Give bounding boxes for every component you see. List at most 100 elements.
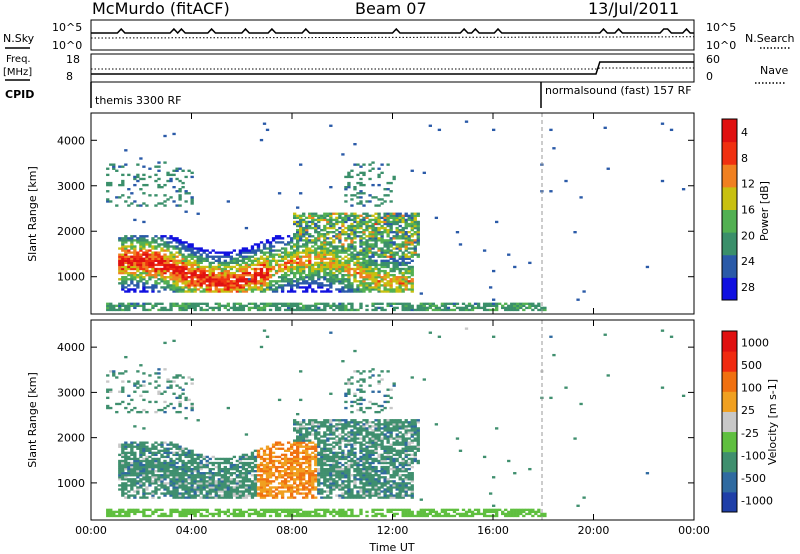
velocity-cell xyxy=(166,386,170,389)
power-cell xyxy=(380,259,384,263)
power-cell xyxy=(519,306,523,310)
velocity-cell xyxy=(208,490,212,493)
power-cell xyxy=(166,276,170,279)
power-cell xyxy=(308,284,312,287)
velocity-cell xyxy=(118,443,122,446)
velocity-cell xyxy=(280,486,285,489)
power-cell xyxy=(244,284,249,287)
power-cell xyxy=(422,306,426,310)
power-cell xyxy=(205,255,209,258)
power-cell xyxy=(299,237,303,240)
power-cell xyxy=(229,276,234,279)
power-cell xyxy=(127,196,131,199)
power-cell xyxy=(365,273,369,277)
power-cell xyxy=(311,226,315,230)
velocity-cell xyxy=(323,482,327,485)
power-cell xyxy=(681,188,686,191)
power-cell xyxy=(335,269,339,273)
power-cell xyxy=(386,243,390,246)
velocity-cell xyxy=(296,474,300,477)
power-cell xyxy=(317,245,321,248)
power-cell xyxy=(226,282,230,285)
power-cell xyxy=(335,255,339,258)
velocity-cell xyxy=(259,467,264,471)
power-cell xyxy=(380,233,384,236)
power-cell xyxy=(362,263,366,267)
velocity-cell xyxy=(311,425,315,428)
velocity-cell xyxy=(296,459,300,463)
velocity-cell xyxy=(175,410,179,414)
velocity-cell xyxy=(202,484,206,487)
velocity-cell xyxy=(353,484,357,487)
velocity-cell xyxy=(250,457,255,461)
power-cell xyxy=(145,241,149,244)
velocity-cell xyxy=(175,508,179,512)
velocity-cell xyxy=(223,482,227,485)
power-cell xyxy=(166,282,170,285)
power-cell xyxy=(365,247,369,250)
power-cell xyxy=(329,265,333,269)
velocity-cell xyxy=(338,478,342,481)
velocity-cell xyxy=(217,482,221,485)
power-cell xyxy=(573,231,577,234)
power-cell xyxy=(356,267,360,271)
power-cell xyxy=(184,249,188,252)
velocity-cell xyxy=(314,429,318,432)
power-cell xyxy=(250,290,255,293)
velocity-cell xyxy=(289,474,294,477)
velocity-cell xyxy=(175,474,179,477)
velocity-cell xyxy=(262,451,267,455)
velocity-cell xyxy=(344,514,348,518)
velocity-cell xyxy=(323,441,327,444)
power-cell xyxy=(332,235,336,238)
velocity-cell xyxy=(296,445,300,448)
power-cell xyxy=(341,245,345,248)
power-cell xyxy=(220,282,224,285)
velocity-cell xyxy=(262,470,267,473)
velocity-cell xyxy=(323,459,327,463)
velocity-cell xyxy=(190,453,194,457)
power-cell xyxy=(277,306,282,310)
power-cell xyxy=(214,267,218,271)
velocity-cell xyxy=(335,457,339,461)
power-cell xyxy=(425,308,429,312)
velocity-cell xyxy=(302,425,306,428)
power-cell xyxy=(482,308,487,312)
power-cell xyxy=(302,231,306,234)
velocity-cell xyxy=(172,392,176,395)
velocity-cell xyxy=(232,512,237,516)
power-cell xyxy=(329,269,333,273)
power-cell xyxy=(124,163,128,166)
velocity-cell xyxy=(341,467,345,471)
velocity-cell xyxy=(142,488,146,491)
power-cell xyxy=(136,269,140,273)
power-cell xyxy=(124,249,128,252)
power-cell xyxy=(247,282,252,285)
velocity-cell xyxy=(145,461,149,465)
power-cell xyxy=(458,306,463,310)
power-cell xyxy=(193,269,197,273)
power-cell xyxy=(175,280,179,283)
colorbar-tick-label: 20 xyxy=(741,229,755,242)
power-cell xyxy=(308,249,312,252)
velocity-cell xyxy=(350,461,354,465)
velocity-cell xyxy=(323,472,327,475)
power-cell xyxy=(302,278,306,281)
power-cell xyxy=(133,255,137,258)
power-cell xyxy=(235,269,240,273)
velocity-cell xyxy=(350,514,354,518)
power-cell xyxy=(389,288,393,291)
velocity-cell xyxy=(308,439,312,442)
power-cell xyxy=(190,263,194,267)
power-cell xyxy=(528,302,532,305)
power-cell xyxy=(235,253,240,256)
power-cell xyxy=(344,231,348,234)
velocity-cell xyxy=(308,474,312,477)
power-cell xyxy=(332,239,336,242)
velocity-cell xyxy=(259,480,264,483)
velocity-cell xyxy=(305,427,309,430)
power-cell xyxy=(392,269,396,273)
power-cell xyxy=(398,261,402,265)
power-cell xyxy=(350,308,354,312)
power-cell xyxy=(121,255,125,258)
